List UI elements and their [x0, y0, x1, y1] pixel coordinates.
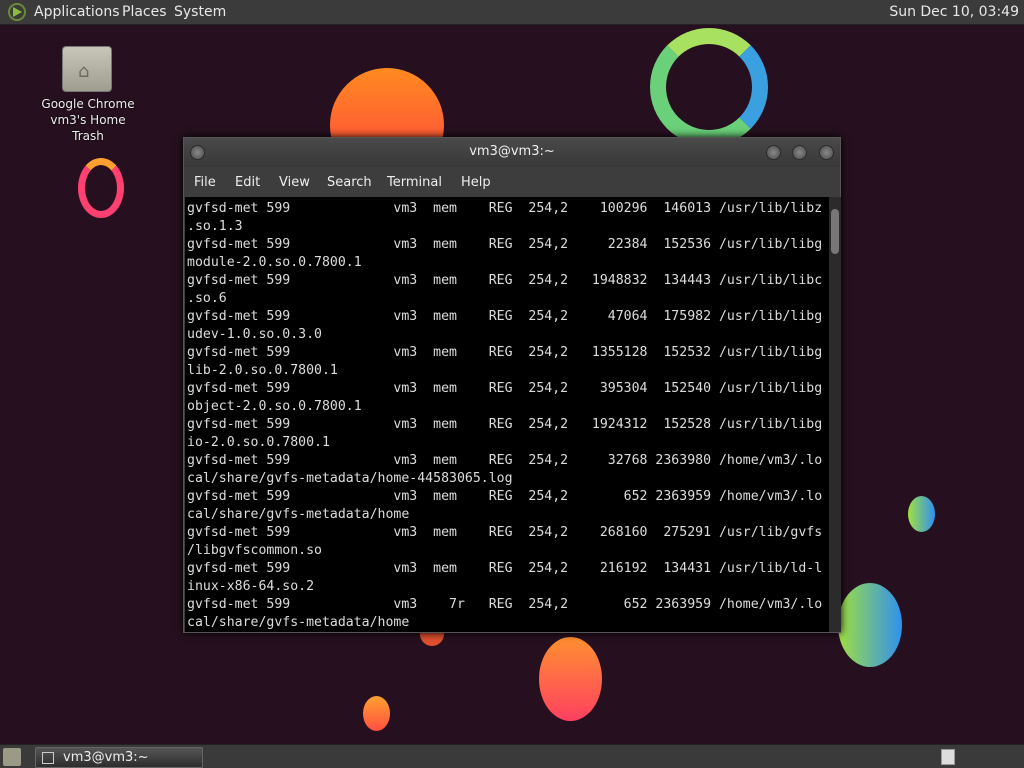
- window-title: vm3@vm3:~: [469, 144, 555, 159]
- menu-applications[interactable]: Applications: [34, 4, 120, 20]
- terminal-line: udev-1.0.so.0.3.0: [187, 327, 322, 342]
- terminal-line: gvfsd-met 599 vm3 mem REG 254,2 1355128 …: [187, 345, 823, 360]
- menu-bar: File Edit View Search Terminal Help: [184, 167, 840, 197]
- bottom-panel: vm3@vm3:~: [0, 744, 1024, 768]
- terminal-line: module-2.0.so.0.7800.1: [187, 255, 362, 270]
- terminal-line: gvfsd-met 599 vm3 mem REG 254,2 268160 2…: [187, 525, 823, 540]
- home-folder-icon[interactable]: ⌂: [62, 46, 112, 92]
- desktop-icon-label[interactable]: Google Chrome: [41, 97, 135, 111]
- menu-view[interactable]: View: [279, 175, 310, 190]
- minimize-button[interactable]: [766, 145, 781, 160]
- wallpaper-green-ring: [650, 28, 768, 146]
- terminal-line: cal/share/gvfs-metadata/home-44583065.lo…: [187, 471, 513, 486]
- taskbar-item-terminal[interactable]: vm3@vm3:~: [35, 747, 203, 768]
- title-bar[interactable]: vm3@vm3:~: [184, 138, 840, 167]
- terminal-line: io-2.0.so.0.7800.1: [187, 435, 330, 450]
- terminal-line: inux-x86-64.so.2: [187, 579, 315, 594]
- window-menu-button[interactable]: [190, 145, 205, 160]
- terminal-line: cal/share/gvfs-metadata/home: [187, 507, 410, 522]
- terminal-line: lib-2.0.so.0.7800.1: [187, 363, 338, 378]
- show-desktop-icon[interactable]: [3, 748, 21, 766]
- terminal-line: gvfsd-met 599 vm3 mem REG 254,2 1924312 …: [187, 417, 823, 432]
- wallpaper-orange-oval: [539, 637, 602, 721]
- wallpaper-blue-circle: [838, 583, 902, 667]
- wallpaper-small-oval: [363, 696, 390, 731]
- terminal-line: gvfsd-met 599 vm3 7r REG 254,2 652 23639…: [187, 597, 823, 612]
- menu-places[interactable]: Places: [122, 4, 167, 20]
- close-button[interactable]: [819, 145, 834, 160]
- menu-file[interactable]: File: [194, 175, 216, 190]
- workspace-switcher[interactable]: [941, 749, 955, 765]
- terminal-line: gvfsd-met 599 vm3 mem REG 254,2 22384 15…: [187, 237, 823, 252]
- terminal-window: vm3@vm3:~ File Edit View Search Terminal…: [183, 137, 841, 633]
- menu-help[interactable]: Help: [461, 175, 491, 190]
- terminal-line: gvfsd-met 599 vm3 mem REG 254,2 100296 1…: [187, 201, 823, 216]
- terminal-line: gvfsd-met 599 vm3 mem REG 254,2 216192 1…: [187, 561, 823, 576]
- terminal-line: gvfsd-met 599 vm3 mem REG 254,2 32768 23…: [187, 453, 823, 468]
- terminal-line: gvfsd-met 599 vm3 mem REG 254,2 1948832 …: [187, 273, 823, 288]
- terminal-line: gvfsd-met 599 vm3 mem REG 254,2 47064 17…: [187, 309, 823, 324]
- menu-search[interactable]: Search: [327, 175, 372, 190]
- desktop-icon-label[interactable]: Trash: [72, 129, 104, 143]
- menu-system[interactable]: System: [174, 4, 227, 20]
- top-panel: Applications Places System Sun Dec 10, 0…: [0, 0, 1024, 25]
- distro-logo-icon[interactable]: [8, 3, 26, 21]
- terminal-line: gvfsd-met 599 vm3 mem REG 254,2 395304 1…: [187, 381, 823, 396]
- terminal-line: /libgvfscommon.so: [187, 543, 322, 558]
- wallpaper-red-ring: [78, 158, 124, 218]
- menu-terminal[interactable]: Terminal: [387, 175, 442, 190]
- terminal-line: .so.1.3: [187, 219, 243, 234]
- scrollbar-thumb[interactable]: [831, 209, 839, 254]
- taskbar-item-label: vm3@vm3:~: [63, 750, 149, 765]
- terminal-output[interactable]: gvfsd-met 599 vm3 mem REG 254,2 100296 1…: [185, 197, 829, 632]
- clock[interactable]: Sun Dec 10, 03:49: [889, 4, 1019, 20]
- terminal-line: cal/share/gvfs-metadata/home: [187, 615, 410, 630]
- menu-edit[interactable]: Edit: [235, 175, 261, 190]
- wallpaper-blue-dot: [908, 496, 935, 532]
- terminal-line: object-2.0.so.0.7800.1: [187, 399, 362, 414]
- desktop-icon-label[interactable]: vm3's Home: [50, 113, 126, 127]
- terminal-line: .so.6: [187, 291, 227, 306]
- maximize-button[interactable]: [792, 145, 807, 160]
- scrollbar[interactable]: [829, 197, 841, 632]
- terminal-icon: [42, 752, 54, 764]
- terminal-line: gvfsd-met 599 vm3 mem REG 254,2 652 2363…: [187, 489, 823, 504]
